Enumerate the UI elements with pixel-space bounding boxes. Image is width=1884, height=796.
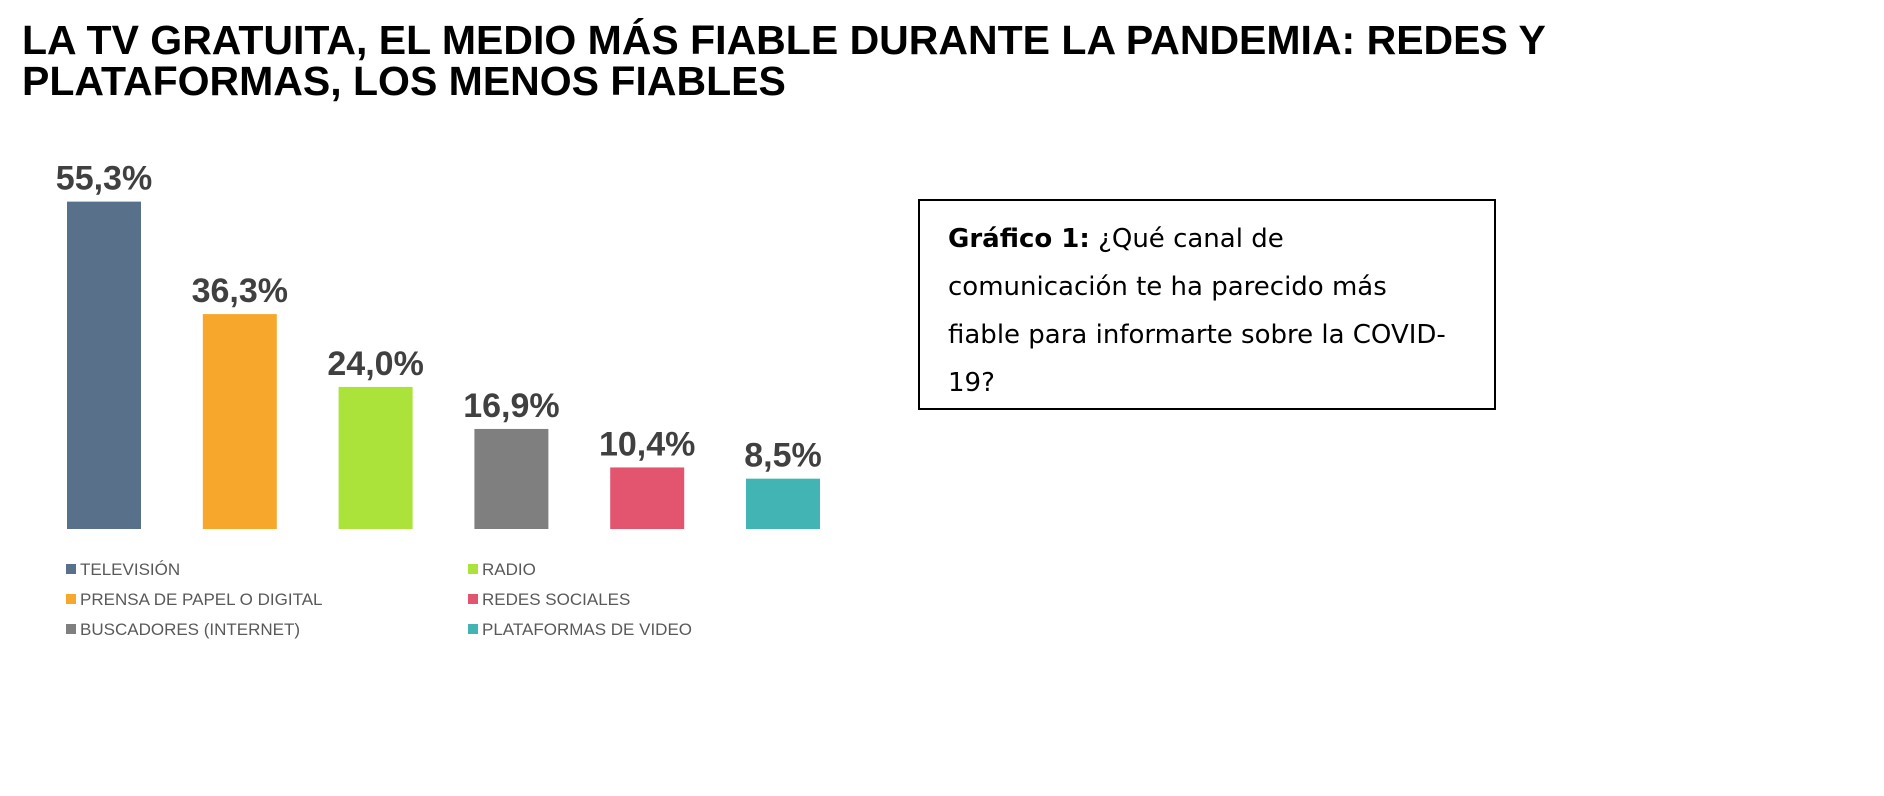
value-label: 16,9% [463,387,559,425]
legend-label: BUSCADORES (INTERNET) [80,620,300,639]
note-label: Gráfico 1: [948,224,1090,254]
bar [338,386,413,529]
chart-title: LA TV GRATUITA, EL MEDIO MÁS FIABLE DURA… [22,17,1546,63]
value-label: 55,3% [56,160,152,198]
legend-label: PLATAFORMAS DE VIDEO [482,620,692,639]
legend-label: TELEVISIÓN [80,560,180,579]
value-label: 24,0% [327,345,423,383]
legend-swatch [66,624,76,634]
bar [474,428,549,529]
chart-title: PLATAFORMAS, LOS MENOS FIABLES [22,58,786,104]
note-box: Gráfico 1: ¿Qué canal de comunicación te… [918,199,1496,410]
note-text: ¿Qué canal de comunicación te ha parecid… [948,224,1446,398]
legend-swatch [66,564,76,574]
bar [746,478,820,529]
value-label: 8,5% [744,437,822,475]
value-label: 10,4% [599,425,695,463]
legend-swatch [66,594,76,604]
value-label: 36,3% [192,272,288,310]
bar [202,314,277,529]
legend-swatch [468,564,478,574]
legend-label: RADIO [482,560,536,579]
legend-label: PRENSA DE PAPEL O DIGITAL [80,590,322,609]
bar [67,201,141,529]
legend-label: REDES SOCIALES [482,590,630,609]
legend-swatch [468,624,478,634]
legend-swatch [468,594,478,604]
bar [610,467,685,529]
